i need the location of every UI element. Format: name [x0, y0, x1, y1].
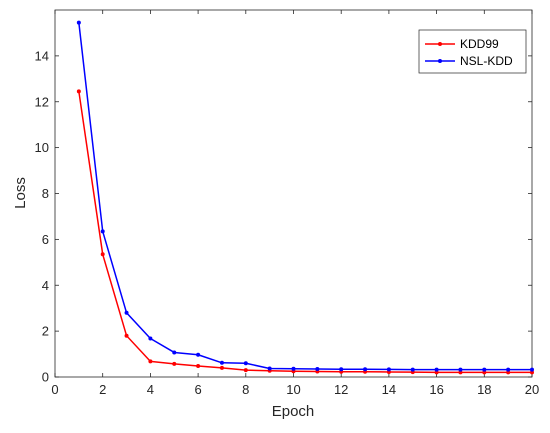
data-point-kdd99 [243, 368, 248, 373]
series-line-kdd99 [78, 91, 532, 374]
data-point-nsl-kdd [76, 20, 81, 25]
data-point-kdd99 [506, 370, 511, 375]
y-tick-label: 12 [35, 94, 49, 109]
y-axis-label: Loss [12, 177, 29, 209]
y-tick-label: 10 [35, 140, 49, 155]
data-point-kdd99 [76, 89, 81, 94]
data-point-kdd99 [196, 363, 201, 368]
data-point-nsl-kdd [291, 366, 296, 371]
x-tick-label: 20 [525, 382, 539, 397]
y-tick-label: 6 [42, 232, 49, 247]
x-tick-label: 18 [477, 382, 491, 397]
data-point-nsl-kdd [482, 367, 487, 372]
y-tick-label: 8 [42, 186, 49, 201]
y-tick-label: 4 [42, 278, 49, 293]
legend-box [418, 29, 527, 74]
x-tick-label: 4 [147, 382, 154, 397]
data-point-kdd99 [219, 365, 224, 370]
legend-marker-nsl-kdd [438, 59, 442, 63]
x-axis-label: Epoch [272, 403, 315, 420]
data-point-kdd99 [148, 359, 153, 364]
data-point-nsl-kdd [530, 367, 534, 372]
data-point-kdd99 [482, 370, 487, 375]
legend-marker-kdd99 [438, 42, 442, 46]
y-tick-label: 2 [42, 324, 49, 339]
data-point-nsl-kdd [172, 350, 177, 355]
x-tick-label: 0 [51, 382, 58, 397]
data-point-nsl-kdd [315, 366, 320, 371]
x-tick-label: 10 [286, 382, 300, 397]
x-tick-label: 16 [429, 382, 443, 397]
x-tick-label: 14 [382, 382, 396, 397]
y-tick-label: 0 [42, 370, 49, 385]
data-point-nsl-kdd [196, 352, 201, 357]
data-point-nsl-kdd [124, 310, 129, 315]
x-tick-label: 6 [194, 382, 201, 397]
data-point-kdd99 [100, 252, 105, 257]
data-point-kdd99 [172, 361, 177, 366]
data-point-kdd99 [458, 370, 463, 375]
legend-label-nsl-kdd: NSL-KDD [460, 54, 513, 68]
data-point-nsl-kdd [458, 367, 463, 372]
legend: KDD99 NSL-KDD [418, 29, 527, 74]
x-tick-label: 2 [99, 382, 106, 397]
data-point-nsl-kdd [339, 367, 344, 372]
legend-label-kdd99: KDD99 [460, 37, 499, 51]
axis-ticks: 0 2 4 6 8 10 12 14 16 18 20 0 2 4 6 8 10 12 14 [35, 10, 539, 397]
data-point-nsl-kdd [100, 229, 105, 234]
data-point-nsl-kdd [243, 361, 248, 366]
data-point-nsl-kdd [267, 366, 272, 371]
data-point-nsl-kdd [434, 367, 439, 372]
data-point-nsl-kdd [386, 367, 391, 372]
data-point-kdd99 [124, 333, 129, 338]
y-tick-label: 14 [35, 48, 49, 63]
series-lines [76, 20, 534, 375]
series-line-nsl-kdd [78, 22, 532, 371]
x-tick-label: 8 [242, 382, 249, 397]
data-point-nsl-kdd [363, 367, 368, 372]
x-tick-label: 12 [334, 382, 348, 397]
data-point-nsl-kdd [506, 367, 511, 372]
data-point-kdd99 [530, 370, 534, 375]
data-point-nsl-kdd [410, 367, 415, 372]
data-point-kdd99 [434, 370, 439, 375]
data-point-nsl-kdd [148, 336, 153, 341]
data-point-nsl-kdd [219, 360, 224, 365]
